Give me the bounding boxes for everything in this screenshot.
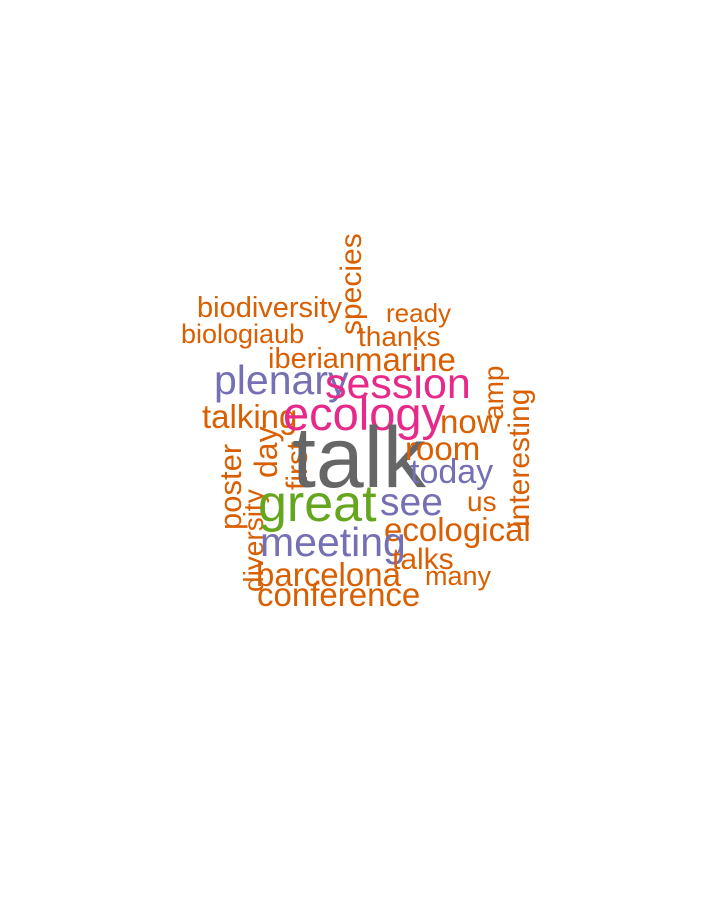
word-thanks: thanks	[358, 321, 441, 352]
word-interesting: interesting	[503, 388, 536, 527]
word-today: today	[410, 453, 494, 491]
word-talk: talk	[292, 410, 426, 506]
word-ecology: ecology	[283, 387, 445, 440]
word-biodiversity: biodiversity	[197, 292, 343, 324]
word-meeting: meeting	[260, 519, 406, 565]
word-biologiaub: biologiaub	[181, 319, 305, 349]
word-talking: talking	[202, 398, 298, 435]
word-barcelona: barcelona	[256, 556, 401, 593]
word-ready: ready	[386, 298, 452, 328]
word-many: many	[425, 561, 492, 591]
word-now: now	[440, 403, 501, 440]
word-marine: marine	[355, 341, 456, 378]
word-plenary: plenary	[214, 357, 349, 403]
word-room: room	[405, 430, 481, 467]
word-conference: conference	[257, 576, 421, 613]
word-ecological: ecological	[384, 511, 531, 548]
word-session: session	[325, 360, 471, 408]
word-us: us	[467, 486, 497, 517]
word-great: great	[258, 475, 377, 533]
word-iberian: iberian	[268, 343, 356, 375]
word-see: see	[380, 481, 443, 524]
word-talks: talks	[392, 543, 454, 576]
